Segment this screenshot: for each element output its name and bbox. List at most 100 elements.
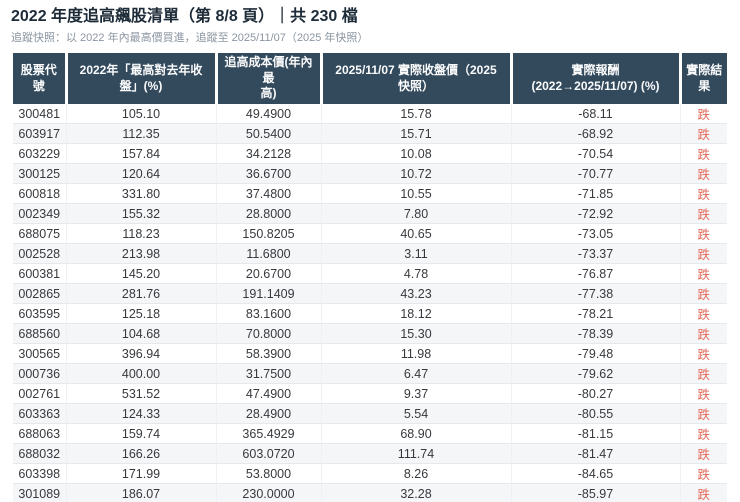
stock-code-cell: 300125: [13, 163, 67, 185]
stock-code-cell: 688032: [13, 443, 67, 465]
close-price-cell: 40.65: [321, 223, 512, 245]
return-cell: -81.15: [511, 423, 681, 445]
table-row: 603917 112.35 50.5400 15.71 -68.92 跌: [13, 123, 727, 145]
peak-gain-cell: 104.68: [66, 323, 217, 345]
close-price-cell: 8.26: [321, 463, 512, 485]
cost-price-cell: 31.7500: [216, 363, 322, 385]
return-cell: -76.87: [511, 263, 681, 285]
header-row: 股票代 號 2022年「最高對去年收 盤」(%) 追高成本價(年內最 高) 2025/…: [13, 53, 727, 105]
table-header: 股票代 號 2022年「最高對去年收 盤」(%) 追高成本價(年內最 高) 2025/…: [13, 53, 727, 105]
close-price-cell: 43.23: [321, 283, 512, 305]
peak-gain-cell: 166.26: [66, 443, 217, 465]
table-row: 002349 155.32 28.8000 7.80 -72.92 跌: [13, 203, 727, 225]
close-price-cell: 5.54: [321, 403, 512, 425]
stock-code-cell: 688063: [13, 423, 67, 445]
table-row: 600818 331.80 37.4800 10.55 -71.85 跌: [13, 183, 727, 205]
result-cell: 跌: [680, 323, 727, 345]
close-price-cell: 68.90: [321, 423, 512, 445]
table-row: 002761 531.52 47.4900 9.37 -80.27 跌: [13, 383, 727, 405]
peak-gain-cell: 400.00: [66, 363, 217, 385]
result-cell: 跌: [680, 163, 727, 185]
table-row: 002528 213.98 11.6800 3.11 -73.37 跌: [13, 243, 727, 265]
cost-price-cell: 365.4929: [216, 423, 322, 445]
table-row: 603229 157.84 34.2128 10.08 -70.54 跌: [13, 143, 727, 165]
return-cell: -70.77: [511, 163, 681, 185]
column-header-peak-gain: 2022年「最高對去年收 盤」(%): [66, 53, 218, 105]
peak-gain-cell: 331.80: [66, 183, 217, 205]
table-row: 603595 125.18 83.1600 18.12 -78.21 跌: [13, 303, 727, 325]
result-cell: 跌: [680, 303, 727, 325]
peak-gain-cell: 186.07: [66, 483, 217, 502]
cost-price-cell: 34.2128: [216, 143, 322, 165]
result-cell: 跌: [680, 403, 727, 425]
result-cell: 跌: [680, 223, 727, 245]
table-row: 603398 171.99 53.8000 8.26 -84.65 跌: [13, 463, 727, 485]
return-cell: -71.85: [511, 183, 681, 205]
stock-code-cell: 600381: [13, 263, 67, 285]
stock-code-cell: 688560: [13, 323, 67, 345]
return-cell: -80.27: [511, 383, 681, 405]
return-cell: -72.92: [511, 203, 681, 225]
result-cell: 跌: [680, 243, 727, 265]
table-row: 688560 104.68 70.8000 15.30 -78.39 跌: [13, 323, 727, 345]
stock-code-cell: 002349: [13, 203, 67, 225]
result-cell: 跌: [680, 123, 727, 145]
cost-price-cell: 53.8000: [216, 463, 322, 485]
peak-gain-cell: 213.98: [66, 243, 217, 265]
table-row: 603363 124.33 28.4900 5.54 -80.55 跌: [13, 403, 727, 425]
table-row: 002865 281.76 191.1409 43.23 -77.38 跌: [13, 283, 727, 305]
peak-gain-cell: 531.52: [66, 383, 217, 405]
peak-gain-cell: 157.84: [66, 143, 217, 165]
page-subtitle: 追蹤快照：以 2022 年內最高價買進，追蹤至 2025/11/07（2025 …: [11, 32, 369, 44]
peak-gain-cell: 120.64: [66, 163, 217, 185]
column-header-stock-code: 股票代 號: [13, 53, 68, 105]
peak-gain-cell: 281.76: [66, 283, 217, 305]
stock-code-cell: 603917: [13, 123, 67, 145]
close-price-cell: 4.78: [321, 263, 512, 285]
result-cell: 跌: [680, 443, 727, 465]
close-price-cell: 15.30: [321, 323, 512, 345]
peak-gain-cell: 159.74: [66, 423, 217, 445]
table-row: 301089 186.07 230.0000 32.28 -85.97 跌: [13, 483, 727, 502]
close-price-cell: 15.71: [321, 123, 512, 145]
result-cell: 跌: [680, 423, 727, 445]
stock-code-cell: 002528: [13, 243, 67, 265]
return-cell: -68.92: [511, 123, 681, 145]
return-cell: -68.11: [511, 104, 681, 125]
cost-price-cell: 20.6700: [216, 263, 322, 285]
cost-price-cell: 50.5400: [216, 123, 322, 145]
return-cell: -85.97: [511, 483, 681, 502]
stock-code-cell: 603398: [13, 463, 67, 485]
table-row: 688032 166.26 603.0720 111.74 -81.47 跌: [13, 443, 727, 465]
column-header-close-price: 2025/11/07 實際收盤價（2025 快照）: [321, 53, 513, 105]
table-row: 688063 159.74 365.4929 68.90 -81.15 跌: [13, 423, 727, 445]
stock-code-cell: 603229: [13, 143, 67, 165]
peak-gain-cell: 124.33: [66, 403, 217, 425]
peak-gain-cell: 145.20: [66, 263, 217, 285]
close-price-cell: 9.37: [321, 383, 512, 405]
stock-table: 股票代 號 2022年「最高對去年收 盤」(%) 追高成本價(年內最 高) 2025/…: [13, 53, 727, 502]
cost-price-cell: 28.8000: [216, 203, 322, 225]
stock-code-cell: 603363: [13, 403, 67, 425]
stock-code-cell: 600818: [13, 183, 67, 205]
return-cell: -80.55: [511, 403, 681, 425]
page-header: 2022 年度追高飆股清單（第 8/8 頁）｜共 230 檔 追蹤快照：以 20…: [0, 0, 740, 45]
cost-price-cell: 603.0720: [216, 443, 322, 465]
cost-price-cell: 49.4900: [216, 104, 322, 125]
result-cell: 跌: [680, 183, 727, 205]
result-cell: 跌: [680, 143, 727, 165]
result-cell: 跌: [680, 203, 727, 225]
close-price-cell: 15.78: [321, 104, 512, 125]
stock-code-cell: 002761: [13, 383, 67, 405]
table-row: 300565 396.94 58.3900 11.98 -79.48 跌: [13, 343, 727, 365]
peak-gain-cell: 396.94: [66, 343, 217, 365]
peak-gain-cell: 171.99: [66, 463, 217, 485]
cost-price-cell: 230.0000: [216, 483, 322, 502]
return-cell: -79.48: [511, 343, 681, 365]
result-cell: 跌: [680, 104, 727, 125]
result-cell: 跌: [680, 383, 727, 405]
result-cell: 跌: [680, 263, 727, 285]
close-price-cell: 6.47: [321, 363, 512, 385]
result-cell: 跌: [680, 363, 727, 385]
